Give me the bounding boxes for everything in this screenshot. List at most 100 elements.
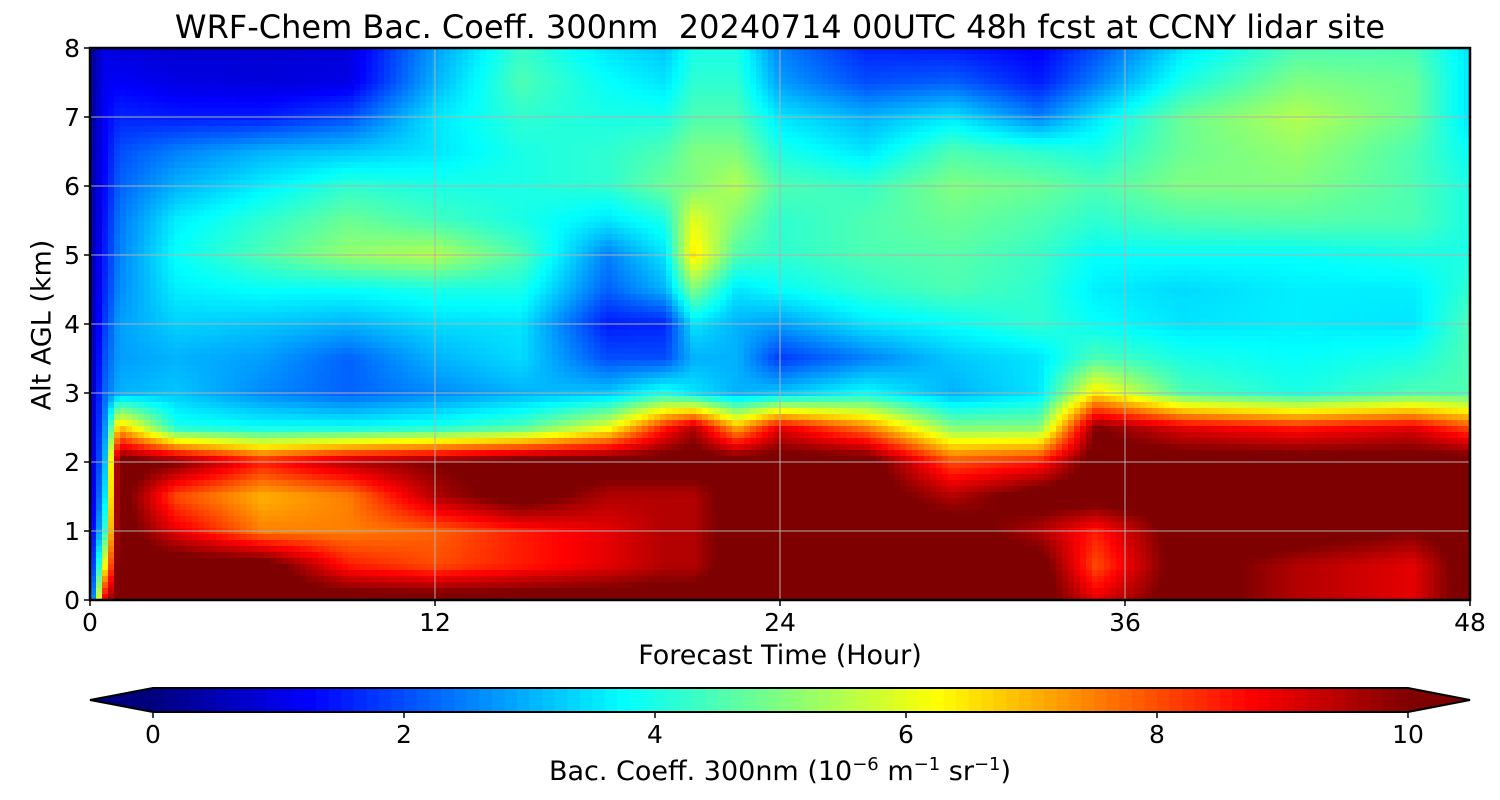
heatmap-cell	[1194, 156, 1201, 163]
heatmap-cell	[234, 102, 241, 109]
heatmap-cell	[1182, 150, 1189, 157]
heatmap-cell	[114, 156, 121, 163]
heatmap-cell	[138, 174, 145, 181]
heatmap-cell	[264, 162, 271, 169]
heatmap-cell	[1020, 96, 1027, 103]
heatmap-cell	[330, 66, 337, 73]
heatmap-cell	[444, 102, 451, 109]
heatmap-cell	[774, 162, 781, 169]
heatmap-cell	[1170, 138, 1177, 145]
heatmap-cell	[1392, 162, 1399, 169]
heatmap-cell	[798, 126, 805, 133]
heatmap-cell	[576, 168, 583, 175]
heatmap-cell	[1452, 66, 1459, 73]
heatmap-cell	[498, 96, 505, 103]
heatmap-cell	[1308, 60, 1315, 67]
heatmap-cell	[876, 138, 883, 145]
heatmap-cell	[1362, 72, 1369, 79]
heatmap-cell	[1152, 48, 1159, 55]
heatmap-cell	[1068, 120, 1075, 127]
heatmap-cell	[942, 132, 949, 139]
heatmap-cell	[1266, 102, 1273, 109]
heatmap-cell	[366, 138, 373, 145]
heatmap-cell	[120, 60, 127, 67]
heatmap-cell	[1014, 174, 1021, 181]
heatmap-cell	[708, 108, 715, 115]
heatmap-cell	[780, 84, 787, 91]
heatmap-cell	[534, 108, 541, 115]
heatmap-cell	[900, 144, 907, 151]
heatmap-cell	[1266, 162, 1273, 169]
heatmap-cell	[1332, 168, 1339, 175]
heatmap-cell	[678, 60, 685, 67]
heatmap-cell	[240, 168, 247, 175]
heatmap-cell	[840, 78, 847, 85]
heatmap-cell	[726, 138, 733, 145]
heatmap-cell	[666, 120, 673, 127]
heatmap-cell	[366, 78, 373, 85]
heatmap-cell	[132, 108, 139, 115]
heatmap-cell	[1146, 72, 1153, 79]
heatmap-cell	[1110, 96, 1117, 103]
heatmap-cell	[168, 96, 175, 103]
heatmap-cell	[486, 174, 493, 181]
heatmap-cell	[966, 90, 973, 97]
heatmap-cell	[468, 120, 475, 127]
heatmap-cell	[414, 168, 421, 175]
heatmap-cell	[1374, 102, 1381, 109]
heatmap-cell	[318, 66, 325, 73]
heatmap-cell	[126, 138, 133, 145]
heatmap-cell	[480, 102, 487, 109]
heatmap-cell	[264, 132, 271, 139]
heatmap-cell	[696, 48, 703, 55]
heatmap-cell	[306, 174, 313, 181]
heatmap-cell	[246, 132, 253, 139]
heatmap-cell	[522, 96, 529, 103]
heatmap-cell	[1218, 156, 1225, 163]
heatmap-cell	[612, 66, 619, 73]
heatmap-cell	[732, 168, 739, 175]
heatmap-cell	[642, 54, 649, 61]
heatmap-cell	[882, 126, 889, 133]
heatmap-cell	[762, 126, 769, 133]
heatmap-cell	[522, 126, 529, 133]
heatmap-cell	[480, 78, 487, 85]
heatmap-cell	[702, 66, 709, 73]
heatmap-cell	[174, 108, 181, 115]
heatmap-cell	[1398, 156, 1405, 163]
heatmap-cell	[996, 54, 1003, 61]
heatmap-cell	[438, 54, 445, 61]
heatmap-cell	[510, 156, 517, 163]
heatmap-cell	[942, 48, 949, 55]
heatmap-cell	[540, 150, 547, 157]
heatmap-cell	[978, 120, 985, 127]
heatmap-cell	[966, 84, 973, 91]
heatmap-cell	[828, 132, 835, 139]
heatmap-cell	[528, 168, 535, 175]
heatmap-cell	[450, 84, 457, 91]
heatmap-cell	[1386, 66, 1393, 73]
heatmap-cell	[900, 132, 907, 139]
heatmap-cell	[384, 162, 391, 169]
heatmap-cell	[930, 132, 937, 139]
heatmap-cell	[1404, 72, 1411, 79]
heatmap-cell	[1098, 60, 1105, 67]
heatmap-cell	[1266, 108, 1273, 115]
heatmap-cell	[834, 96, 841, 103]
heatmap-cell	[798, 120, 805, 127]
heatmap-cell	[840, 90, 847, 97]
heatmap-cell	[1398, 48, 1405, 55]
heatmap-cell	[1128, 90, 1135, 97]
heatmap-cell	[1176, 144, 1183, 151]
heatmap-cell	[606, 150, 613, 157]
heatmap-cell	[1446, 72, 1453, 79]
heatmap-cell	[1116, 102, 1123, 109]
heatmap-cell	[474, 48, 481, 55]
heatmap-cell	[1188, 108, 1195, 115]
heatmap-cell	[414, 60, 421, 67]
heatmap-cell	[1086, 54, 1093, 61]
heatmap-cell	[336, 126, 343, 133]
heatmap-cell	[576, 144, 583, 151]
heatmap-cell	[1464, 54, 1470, 61]
heatmap-cell	[210, 138, 217, 145]
